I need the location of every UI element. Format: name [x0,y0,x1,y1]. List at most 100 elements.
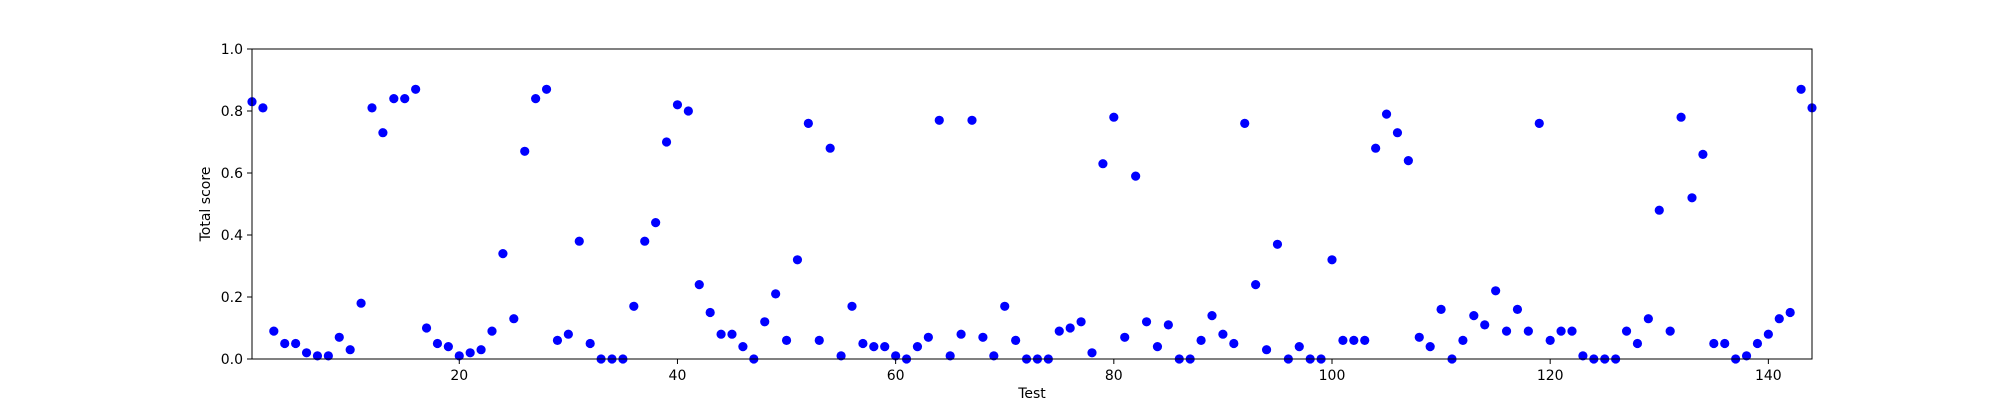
data-point-44 [716,329,726,339]
data-point-29 [552,335,563,345]
data-point-54 [825,143,835,153]
data-point-59 [880,342,890,352]
data-point-133 [1687,193,1697,203]
data-point-8 [323,351,333,361]
data-point-128 [1632,338,1643,349]
data-point-2 [258,103,268,113]
data-point-132 [1676,112,1686,122]
data-point-41 [683,106,693,116]
data-point-77 [1076,317,1086,327]
data-point-45 [727,329,737,339]
data-point-63 [923,332,933,342]
data-point-139 [1752,338,1763,349]
data-point-141 [1774,314,1784,324]
data-point-90 [1218,329,1228,339]
data-point-82 [1131,171,1141,181]
x-axis-label: Test [1017,386,1046,400]
data-point-113 [1469,311,1479,321]
data-point-11 [356,298,366,308]
data-point-88 [1196,335,1206,345]
data-point-12 [367,103,377,113]
data-point-70 [1000,301,1010,311]
data-point-127 [1621,326,1632,336]
data-point-7 [312,351,323,361]
data-point-3 [269,326,279,336]
data-point-16 [411,84,421,94]
data-point-136 [1720,338,1730,349]
y-tick-label: 1.0 [221,42,243,58]
data-point-131 [1665,326,1675,336]
data-point-122 [1567,326,1577,336]
data-point-48 [760,317,770,327]
data-point-24 [498,249,508,259]
data-point-25 [509,314,519,324]
data-point-117 [1512,304,1523,314]
data-point-5 [291,338,301,349]
data-point-9 [334,332,344,342]
data-point-69 [989,351,999,361]
data-point-135 [1709,338,1719,349]
x-tick-label: 120 [1537,368,1564,384]
data-point-18 [432,338,443,349]
data-point-42 [694,280,704,290]
data-point-84 [1152,342,1163,352]
data-point-52 [803,118,813,128]
data-point-114 [1480,320,1490,330]
data-point-103 [1360,335,1370,345]
data-points [247,84,1817,364]
y-tick-label: 0.6 [221,166,243,182]
data-point-22 [476,345,486,355]
data-point-28 [541,84,552,94]
data-point-91 [1229,338,1239,349]
x-tick-label: 100 [1319,368,1346,384]
data-point-60 [891,351,901,361]
data-point-32 [585,338,595,349]
data-point-17 [421,323,432,333]
data-point-105 [1381,109,1392,119]
data-point-64 [934,115,944,125]
x-tick-label: 40 [669,368,687,384]
data-point-36 [629,301,639,311]
data-point-39 [661,137,672,147]
data-point-83 [1141,317,1152,327]
data-point-100 [1327,255,1337,265]
data-point-140 [1763,329,1773,339]
data-point-107 [1403,156,1413,166]
data-point-20 [454,351,464,361]
data-point-14 [389,94,399,104]
data-point-65 [945,351,955,361]
y-tick-label: 0.2 [221,290,243,306]
data-point-94 [1261,345,1272,355]
data-point-50 [781,335,792,345]
data-point-115 [1491,286,1501,296]
data-point-143 [1796,84,1806,94]
data-point-138 [1741,351,1752,361]
data-point-89 [1207,311,1217,321]
y-axis-label: Total score [198,167,214,243]
x-tick-label: 20 [450,368,468,384]
data-point-110 [1436,304,1446,314]
data-point-76 [1065,323,1075,333]
data-point-58 [869,342,879,352]
data-point-56 [847,301,857,311]
data-point-37 [640,236,650,246]
data-point-101 [1338,335,1348,345]
data-point-119 [1534,118,1544,128]
data-point-75 [1054,326,1064,336]
plot-frame [251,48,1813,360]
data-point-68 [978,332,988,342]
data-point-123 [1578,351,1588,361]
y-axis-ticks: 0.0 0.2 0.4 0.6 0.8 1.0 [221,42,252,368]
data-point-93 [1251,280,1261,290]
data-point-109 [1425,342,1435,352]
data-point-104 [1371,143,1381,153]
y-tick-label: 0.4 [221,228,243,244]
y-tick-label: 0.8 [221,104,243,120]
data-point-108 [1414,332,1424,342]
data-point-4 [280,338,290,349]
data-point-38 [651,218,661,228]
data-point-19 [443,342,453,352]
data-point-67 [967,115,977,125]
data-point-71 [1011,335,1021,345]
